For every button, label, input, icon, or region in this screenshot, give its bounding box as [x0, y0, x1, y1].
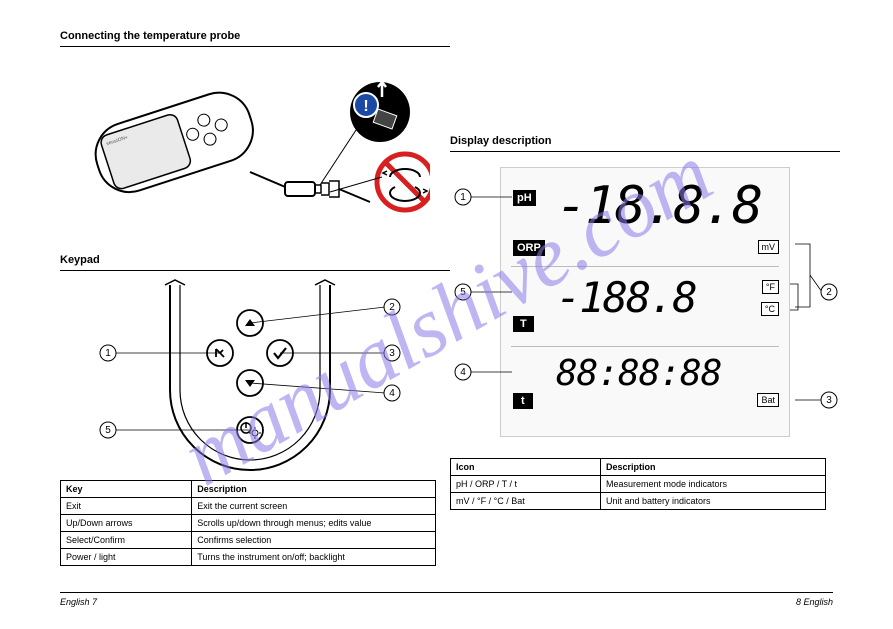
keypad-table: Key Description ExitExit the current scr…	[60, 480, 436, 566]
sec1-heading: Connecting the temperature probe	[60, 30, 450, 42]
th-key: Key	[61, 481, 192, 498]
svg-text:2: 2	[826, 287, 832, 298]
svg-text:1: 1	[105, 348, 111, 359]
table-row: Up/Down arrowsScrolls up/down through me…	[61, 515, 436, 532]
device-figure: sensION+ !	[60, 57, 430, 237]
sec3-heading: Display description	[450, 135, 840, 147]
footer-divider	[60, 592, 833, 593]
svg-text:!: !	[363, 98, 368, 115]
divider	[60, 46, 450, 47]
divider	[450, 151, 840, 152]
svg-text:3: 3	[389, 348, 395, 359]
footer-right: 8 English	[796, 597, 833, 607]
table-row: Power / lightTurns the instrument on/off…	[61, 549, 436, 566]
svg-text:5: 5	[105, 425, 111, 436]
divider	[60, 270, 450, 271]
svg-text:2: 2	[389, 302, 395, 313]
th-icon: Icon	[451, 459, 601, 476]
table-row: ExitExit the current screen	[61, 498, 436, 515]
table-row: Select/ConfirmConfirms selection	[61, 532, 436, 549]
left-column: Connecting the temperature probe sensION…	[60, 30, 450, 566]
svg-text:4: 4	[389, 388, 395, 399]
lcd-figure-wrap: pH -18.8.8 ORP mV -188.8 °F °C T 88:88:8…	[450, 162, 840, 452]
table-row: pH / ORP / T / tMeasurement mode indicat…	[451, 476, 826, 493]
lcd-table: Icon Description pH / ORP / T / tMeasure…	[450, 458, 826, 510]
right-column: Display description pH -18.8.8 ORP mV -1…	[450, 135, 840, 510]
lcd-callouts: 1 2 3 4 5	[450, 162, 840, 452]
footer-left: English 7	[60, 597, 97, 607]
svg-text:5: 5	[460, 287, 466, 298]
th-desc: Description	[192, 481, 436, 498]
table-row: mV / °F / °C / BatUnit and battery indic…	[451, 493, 826, 510]
sec2-heading: Keypad	[60, 254, 450, 266]
keypad-figure: 1 2 3 4 5	[60, 275, 436, 475]
svg-text:3: 3	[826, 395, 832, 406]
th-desc: Description	[601, 459, 826, 476]
svg-text:1: 1	[460, 192, 466, 203]
svg-text:4: 4	[460, 367, 466, 378]
